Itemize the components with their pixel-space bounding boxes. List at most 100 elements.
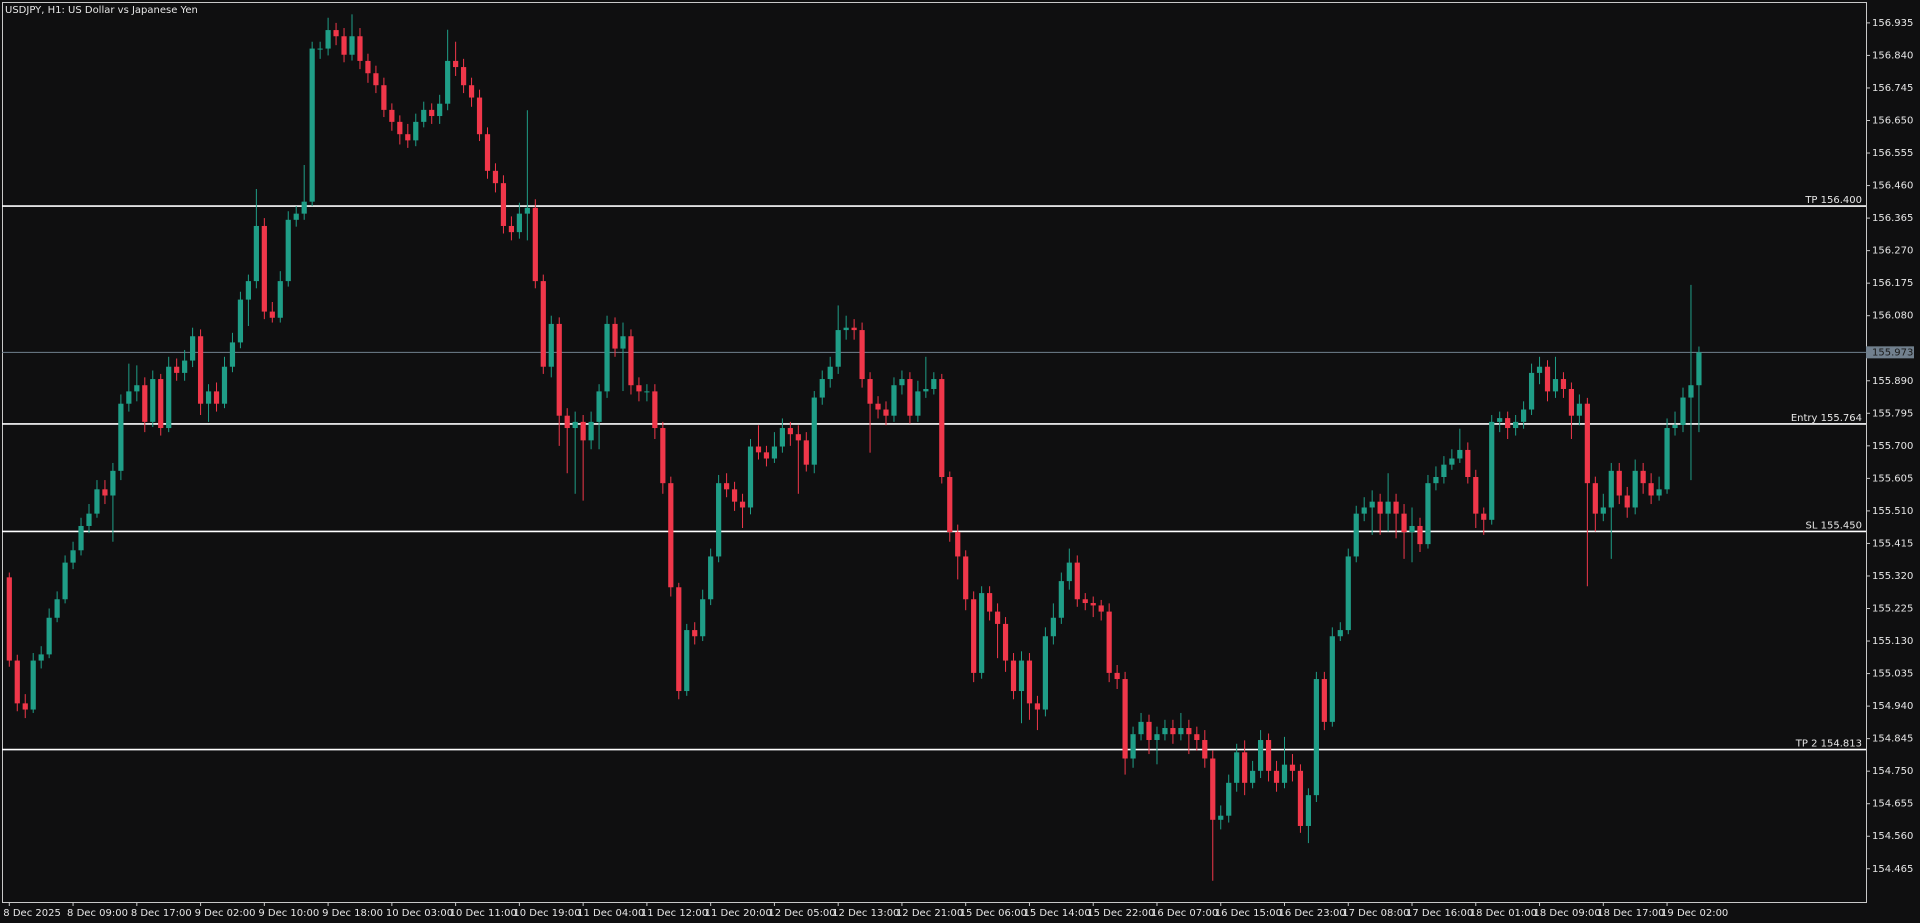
candle-body [1138,721,1144,735]
candle-body [492,170,499,184]
candle-body [556,323,562,416]
x-tick-label: 18 Dec 09:00 [1534,908,1601,919]
candle-body [1305,795,1312,826]
candle-body [1648,483,1654,496]
candle-body [476,97,483,135]
level-label: TP 156.400 [1804,195,1862,206]
candle-body [6,577,12,661]
y-tick-label: 155.320 [1872,571,1913,582]
candle-body [947,477,953,533]
candle-body [468,85,475,98]
candle-body [867,379,873,404]
candle-body [636,385,642,392]
candle-body [333,30,339,37]
candle-body [1297,770,1304,826]
candle-body [341,36,347,55]
y-tick-label: 154.655 [1872,799,1913,810]
x-tick-label: 11 Dec 04:00 [577,908,644,919]
x-tick-label: 8 Dec 2025 [3,908,61,919]
candle-body [1074,562,1080,600]
candle-body [174,366,180,373]
last-price-tag [1866,346,1914,359]
candle-body [182,360,188,373]
level-label: SL 155.450 [1806,520,1862,531]
x-tick-label: 12 Dec 05:00 [768,908,835,919]
candle-body [572,421,578,429]
x-tick-label: 18 Dec 01:00 [1470,908,1537,919]
candle-body [22,703,28,710]
candle-body [365,60,371,74]
y-tick-label: 154.940 [1872,701,1913,712]
candle-body [357,36,363,61]
candle-body [150,379,156,422]
candle-body [1409,525,1415,533]
x-tick-label: 17 Dec 08:00 [1342,908,1409,919]
candle-body [126,391,132,404]
candle-body [1457,449,1463,459]
candle-body [1544,366,1551,392]
candle-body [779,428,785,447]
candle-body [835,330,841,367]
candle-body [564,415,570,429]
candle-body [955,532,961,557]
x-tick-label: 17 Dec 16:00 [1406,908,1473,919]
y-tick-label: 154.465 [1872,864,1913,875]
y-tick-label: 156.270 [1872,246,1913,257]
candle-body [1664,428,1670,490]
candle-body [1154,734,1160,741]
candle-body [644,391,650,393]
candle-body [134,385,140,392]
x-tick-label: 10 Dec 03:00 [386,908,453,919]
candle-body [1481,513,1487,520]
candle-body [596,391,602,422]
candle-body [142,385,148,422]
candle-body [875,403,881,410]
level-label: TP 2 154.813 [1795,739,1862,750]
candle-body [1242,752,1248,783]
candle-body [317,48,323,50]
candle-body [1106,611,1112,673]
x-tick-label: 10 Dec 19:00 [513,908,580,919]
y-tick-label: 156.365 [1872,213,1913,224]
candle-body [1234,752,1240,783]
candle-body [94,489,100,514]
candle-body [190,336,196,361]
candle-body [1672,424,1678,429]
candle-body [532,207,538,282]
candle-body [54,599,60,618]
candle-body [1608,470,1614,508]
y-tick-label: 156.555 [1872,148,1913,159]
candle-body [1002,623,1009,661]
candle-body [453,60,459,68]
candle-body [1281,764,1288,783]
candle-body [62,562,68,600]
chart-title: USDJPY, H1: US Dollar vs Japanese Yen [5,5,198,16]
candle-body [923,388,929,392]
candle-body [1090,603,1096,606]
candle-body [931,379,937,389]
candle-body [1680,397,1686,425]
candle-body [500,183,507,226]
x-tick-label: 9 Dec 02:00 [195,908,256,919]
candle-body [1433,477,1439,484]
candle-body [1122,679,1128,759]
x-tick-label: 9 Dec 18:00 [322,908,383,919]
candle-body [548,323,554,367]
y-tick-label: 155.415 [1872,538,1913,549]
candle-body [484,134,491,171]
candle-body [994,611,1001,624]
candle-body [460,67,467,86]
candle-body [1010,660,1017,692]
candle-body [620,336,626,349]
candle-body [1489,421,1495,520]
candle-body [70,550,76,563]
x-tick-label: 16 Dec 23:00 [1279,908,1346,919]
candle-body [508,225,515,233]
candle-body [516,213,522,233]
candle-body [915,391,921,416]
candle-body [747,446,754,508]
candle-body [1034,703,1041,710]
y-tick-label: 156.840 [1872,50,1913,61]
